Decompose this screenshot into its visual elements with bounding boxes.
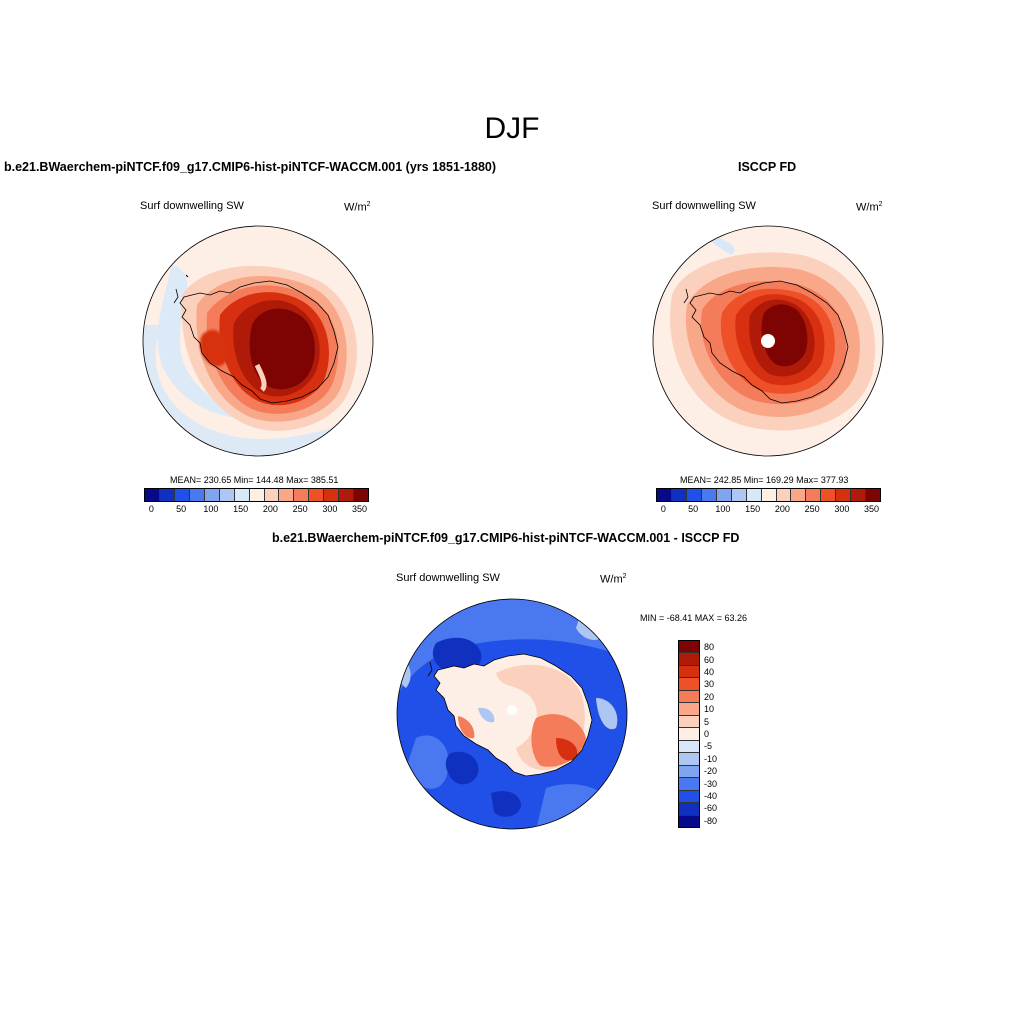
diff-polar-map (396, 598, 628, 830)
colorbar-tick-label: 0 (148, 504, 154, 514)
colorbar-swatch (866, 489, 881, 501)
colorbar-swatch (679, 815, 699, 828)
colorbar-swatch (339, 489, 355, 501)
colorbar-swatch (159, 489, 175, 501)
colorbar-swatch (309, 489, 325, 501)
colorbar-swatch (776, 489, 792, 501)
model-colorbar (144, 488, 369, 502)
colorbar-swatch (234, 489, 250, 501)
model-panel-title: b.e21.BWaerchem-piNTCF.f09_g17.CMIP6-his… (4, 160, 497, 174)
colorbar-swatch (679, 641, 699, 654)
colorbar-swatch (679, 715, 699, 729)
colorbar-swatch (679, 753, 699, 766)
colorbar-tick-label: -5 (704, 741, 713, 752)
obs-stats: MEAN= 242.85 Min= 169.29 Max= 377.93 (680, 475, 849, 485)
obs-colorbar (656, 488, 881, 502)
colorbar-swatch (761, 489, 777, 501)
colorbar-swatch (657, 489, 672, 501)
colorbar-tick-label: 80 (704, 642, 715, 653)
colorbar-tick-label: 10 (704, 704, 715, 715)
model-polar-map (142, 225, 374, 457)
colorbar-tick-label: 300 (322, 504, 338, 514)
colorbar-tick-label: 60 (704, 654, 715, 665)
colorbar-swatch (679, 778, 699, 791)
colorbar-tick-label: -60 (704, 803, 718, 814)
colorbar-swatch (791, 489, 807, 501)
colorbar-tick-label: 200 (774, 504, 790, 514)
obs-units: W/m2 (856, 201, 883, 214)
season-title: DJF (484, 112, 540, 145)
colorbar-swatch (354, 489, 369, 501)
colorbar-swatch (204, 489, 220, 501)
colorbar-swatch (679, 765, 699, 779)
colorbar-swatch (279, 489, 295, 501)
colorbar-tick-label: 50 (176, 504, 187, 514)
colorbar-swatch (679, 728, 699, 741)
colorbar-tick-label: 350 (352, 504, 368, 514)
colorbar-tick-label: 20 (704, 691, 715, 702)
colorbar-tick-label: -10 (704, 753, 718, 764)
colorbar-swatch (219, 489, 235, 501)
diff-stats: MIN = -68.41 MAX = 63.26 (640, 613, 748, 623)
colorbar-swatch (686, 489, 702, 501)
colorbar-swatch (679, 740, 699, 754)
colorbar-swatch (324, 489, 340, 501)
model-units: W/m2 (344, 201, 371, 214)
colorbar-tick-label: 40 (704, 667, 715, 677)
colorbar-swatch (679, 690, 699, 704)
colorbar-tick-label: 30 (704, 679, 715, 690)
colorbar-tick-label: 0 (660, 504, 666, 514)
colorbar-swatch (701, 489, 717, 501)
colorbar-swatch (806, 489, 822, 501)
colorbar-swatch (145, 489, 160, 501)
obs-panel-title: ISCCP FD (738, 160, 797, 174)
colorbar-swatch (249, 489, 265, 501)
colorbar-swatch (679, 803, 699, 816)
colorbar-tick-label: 0 (704, 729, 710, 739)
colorbar-tick-label: -30 (704, 778, 718, 789)
colorbar-swatch (679, 653, 699, 666)
colorbar-tick-label: -20 (704, 766, 718, 777)
colorbar-tick-label: 150 (233, 504, 249, 514)
obs-polar-map (652, 225, 884, 457)
colorbar-swatch (836, 489, 852, 501)
obs-field-label: Surf downwelling SW (652, 200, 756, 212)
colorbar-tick-label: -40 (704, 791, 718, 801)
diff-colorbar (678, 640, 700, 828)
colorbar-tick-label: 100 (203, 504, 219, 514)
colorbar-swatch (679, 703, 699, 716)
diff-units: W/m2 (600, 573, 627, 586)
colorbar-swatch (746, 489, 762, 501)
colorbar-swatch (821, 489, 837, 501)
colorbar-tick-label: 150 (745, 504, 761, 514)
colorbar-swatch (294, 489, 310, 501)
colorbar-tick-label: -80 (704, 815, 718, 826)
colorbar-tick-label: 50 (688, 504, 699, 514)
colorbar-tick-label: 250 (804, 504, 820, 514)
colorbar-swatch (264, 489, 280, 501)
colorbar-tick-label: 250 (292, 504, 308, 514)
colorbar-swatch (851, 489, 867, 501)
colorbar-swatch (679, 665, 699, 679)
colorbar-swatch (189, 489, 205, 501)
colorbar-swatch (679, 678, 699, 691)
colorbar-swatch (174, 489, 190, 501)
colorbar-swatch (716, 489, 732, 501)
colorbar-tick-label: 200 (262, 504, 278, 514)
colorbar-tick-label: 300 (834, 504, 850, 514)
colorbar-swatch (731, 489, 747, 501)
diff-field-label: Surf downwelling SW (396, 572, 500, 584)
model-stats: MEAN= 230.65 Min= 144.48 Max= 385.51 (170, 475, 339, 485)
colorbar-swatch (679, 790, 699, 804)
colorbar-tick-label: 350 (864, 504, 880, 514)
colorbar-tick-label: 100 (715, 504, 731, 514)
colorbar-tick-label: 5 (704, 716, 710, 727)
model-field-label: Surf downwelling SW (140, 200, 244, 212)
colorbar-swatch (671, 489, 687, 501)
diff-panel-title: b.e21.BWaerchem-piNTCF.f09_g17.CMIP6-his… (272, 531, 740, 545)
